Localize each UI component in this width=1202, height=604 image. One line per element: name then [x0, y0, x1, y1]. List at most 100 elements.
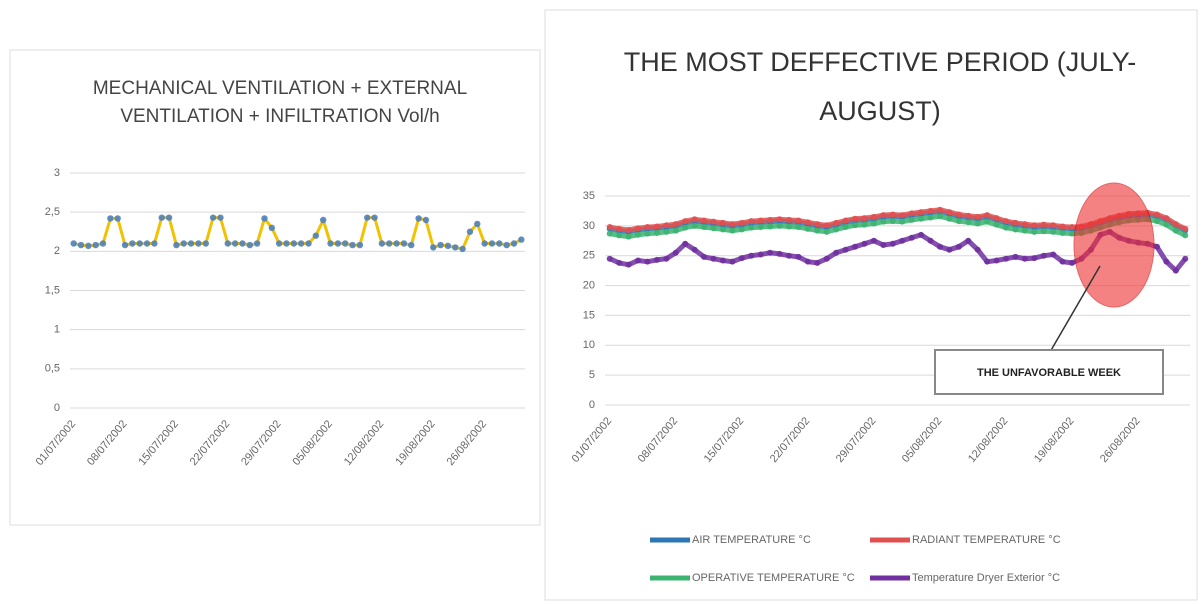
- data-point: [1069, 259, 1076, 266]
- data-point: [918, 231, 925, 238]
- data-point: [1153, 218, 1160, 225]
- y-tick-label: 0: [54, 402, 60, 414]
- data-point: [955, 218, 962, 225]
- data-point: [606, 224, 613, 231]
- data-point: [422, 216, 430, 224]
- data-point: [635, 225, 642, 232]
- data-point: [653, 223, 660, 230]
- data-point: [356, 241, 364, 249]
- data-point: [268, 224, 276, 232]
- annotation-box: [934, 349, 1164, 395]
- data-point: [870, 220, 877, 227]
- data-point: [136, 240, 143, 247]
- data-point: [946, 246, 953, 253]
- data-point: [616, 225, 623, 232]
- data-point: [217, 214, 224, 221]
- data-point: [776, 222, 783, 229]
- data-point: [795, 253, 802, 260]
- legend-label: RADIANT TEMPERATURE °C: [912, 534, 1061, 546]
- data-point: [231, 240, 239, 247]
- data-point: [870, 237, 877, 244]
- data-point: [701, 253, 708, 260]
- data-point: [936, 213, 943, 220]
- data-point: [349, 241, 356, 249]
- data-point: [682, 224, 689, 231]
- y-tick-label: 3: [54, 167, 60, 179]
- data-point: [606, 230, 613, 237]
- data-point: [180, 240, 187, 247]
- data-point: [1021, 227, 1028, 234]
- data-point: [927, 237, 934, 244]
- data-point: [842, 217, 849, 224]
- data-point: [1163, 215, 1170, 222]
- data-point: [1153, 243, 1160, 250]
- y-tick-label: 15: [583, 309, 595, 321]
- data-point: [833, 226, 840, 233]
- data-point: [386, 240, 393, 247]
- data-point: [70, 240, 77, 247]
- data-point: [880, 218, 887, 225]
- data-point: [518, 236, 525, 243]
- data-point: [496, 240, 503, 247]
- data-point: [993, 215, 1000, 222]
- data-point: [408, 241, 415, 249]
- data-point: [852, 222, 859, 229]
- panel: [544, 9, 1198, 601]
- data-point: [1031, 255, 1038, 262]
- data-point: [459, 245, 466, 253]
- data-point: [85, 242, 92, 250]
- data-point: [481, 240, 488, 247]
- data-point: [861, 215, 868, 222]
- data-point: [757, 251, 764, 258]
- data-point: [738, 226, 745, 233]
- data-point: [719, 219, 726, 226]
- data-point: [129, 240, 136, 247]
- data-point: [889, 211, 896, 218]
- y-tick-label: 2,5: [45, 206, 60, 218]
- data-point: [1172, 227, 1179, 234]
- data-point: [616, 232, 623, 239]
- y-tick-label: 30: [583, 220, 595, 232]
- data-point: [1003, 224, 1010, 231]
- data-point: [653, 230, 660, 237]
- data-point: [305, 240, 312, 247]
- data-point: [1182, 225, 1189, 232]
- data-point: [202, 240, 209, 247]
- legend-label: Temperature Dryer Exterior °C: [912, 572, 1060, 584]
- data-point: [209, 214, 217, 221]
- data-point: [1031, 228, 1038, 235]
- data-point: [466, 228, 474, 235]
- data-point: [625, 227, 632, 234]
- annotation: THE UNFAVORABLE WEEK: [977, 367, 1121, 379]
- data-point: [625, 233, 632, 240]
- data-point: [691, 246, 698, 253]
- y-tick-label: 0,5: [45, 363, 60, 375]
- data-point: [738, 255, 745, 262]
- data-point: [1012, 226, 1019, 233]
- data-point: [635, 257, 642, 264]
- data-point: [653, 256, 660, 263]
- data-point: [833, 219, 840, 226]
- data-point: [927, 214, 934, 221]
- data-point: [173, 241, 180, 249]
- data-point: [187, 240, 195, 247]
- data-point: [364, 214, 371, 221]
- data-point: [672, 249, 679, 256]
- data-point: [852, 215, 859, 222]
- data-point: [710, 255, 717, 262]
- data-point: [1153, 211, 1160, 218]
- data-point: [415, 215, 422, 222]
- chart-title: MECHANICAL VENTILATION + EXTERNAL VENTIL…: [92, 78, 468, 127]
- data-point: [936, 243, 943, 250]
- data-point: [899, 237, 906, 244]
- data-point: [488, 240, 496, 247]
- data-point: [785, 252, 792, 259]
- data-point: [297, 240, 305, 247]
- data-point: [729, 221, 736, 228]
- data-point: [974, 246, 981, 253]
- data-point: [327, 240, 334, 247]
- data-point: [1031, 222, 1038, 229]
- y-tick-label: 35: [583, 190, 595, 202]
- data-point: [195, 240, 202, 247]
